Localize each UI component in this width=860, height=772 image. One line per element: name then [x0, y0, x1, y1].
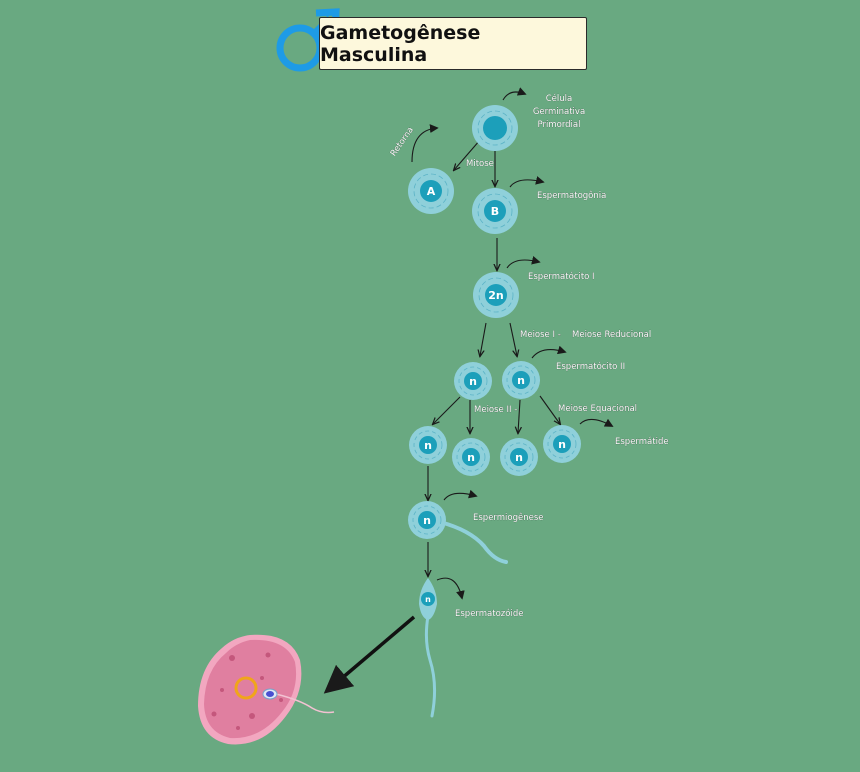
cell-n-label: n [517, 374, 525, 387]
label-primordial: Primordial [538, 120, 581, 130]
label-mitose: Mitose [466, 159, 494, 169]
cell-spermiogenesis: n [408, 501, 446, 539]
cell-n-label: n [425, 595, 431, 604]
cell-spermatid-1: n [409, 426, 447, 464]
cell-n-label: n [423, 514, 431, 527]
label-espermatozoide: Espermatozóide [455, 608, 523, 619]
spermatid-tail [438, 520, 508, 564]
label-espermatocito-2: Espermatócito II [556, 361, 625, 372]
cell-b: B [472, 188, 518, 234]
cell-2n-label: 2n [488, 289, 504, 302]
label-celula: Célula [546, 93, 572, 104]
label-retorna: Retorna [389, 125, 416, 158]
cell-b-label: B [491, 205, 499, 218]
cell-a-label: A [427, 185, 436, 198]
cell-spermatocyte-1: 2n [473, 272, 519, 318]
cell-spermatid-4: n [543, 425, 581, 463]
cell-n-label: n [515, 451, 523, 464]
cell-spermatid-3: n [500, 438, 538, 476]
cell-spermatocyte-2-left: n [454, 362, 492, 400]
spermatozoon: n [419, 578, 437, 718]
cell-n-label: n [467, 451, 475, 464]
cell-n-label: n [469, 375, 477, 388]
cell-n-label: n [558, 438, 566, 451]
label-espermatogonia: Espermatogônia [537, 190, 606, 201]
page-title: Gametogênese Masculina [320, 21, 481, 66]
label-meiose-2: Meiose II - [474, 405, 517, 415]
label-espermatide: Espermátide [615, 437, 669, 447]
cell-spermatocyte-2-right: n [502, 361, 540, 399]
cell-primordial [472, 105, 518, 151]
title-box: Gametogênese Masculina [319, 17, 587, 70]
fertilization-arrow [323, 615, 416, 694]
label-germinativa: Germinativa [533, 107, 585, 117]
egg-cell-icon [198, 634, 335, 745]
connector-arrows [428, 139, 560, 576]
label-meiose-equacional: Meiose Equacional [558, 404, 637, 414]
cell-spermatid-2: n [452, 438, 490, 476]
label-meiose-reducional: Meiose Reducional [572, 330, 651, 340]
cell-a: A [408, 168, 454, 214]
label-espermatocito-1: Espermatócito I [528, 271, 595, 282]
label-espermiogenese: Espermiogênese [473, 512, 544, 523]
curl-arrows [411, 87, 614, 600]
cell-n-label: n [424, 439, 432, 452]
label-meiose-1: Meiose I - [520, 330, 561, 340]
